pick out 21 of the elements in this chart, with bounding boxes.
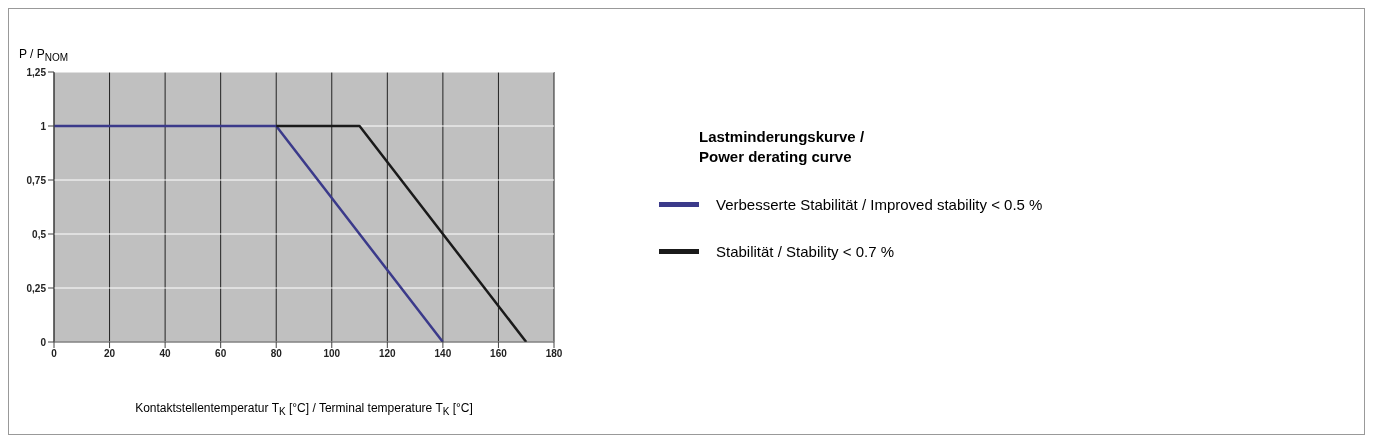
x-tick-label: 60 [215,348,227,360]
x-tick-label: 180 [545,348,563,360]
legend-label: Verbesserte Stabilität / Improved stability < 0.5 % [716,195,1043,213]
y-tick-label: 0,75 [26,174,47,186]
y-tick-label: 0,5 [32,228,47,240]
x-tick-label: 20 [103,348,116,360]
x-tick-label: 120 [378,348,397,360]
y-tick-label: 0 [40,336,47,348]
x-tick-label: 160 [490,348,508,360]
legend-label: Stabilität / Stability < 0.7 % [716,242,895,260]
y-tick-label: 0,25 [26,282,47,294]
y-tick-label: 1,25 [26,66,47,78]
y-tick-label: 1 [40,120,47,132]
x-tick-label: 80 [270,348,283,360]
text: Lastminderungskurve / Power derating curve [699,127,865,167]
x-tick-label: 140 [434,348,452,360]
x-axis-title: Kontaktstellentemperatur T$_{K}$ [°C] / Terminal temperature T$_{K}$ [°C] [134,401,474,418]
x-tick-label: 40 [159,348,172,360]
y-axis-title: P / P$_{NOM}$ [19,47,69,64]
x-tick-label: 0 [51,348,58,360]
x-tick-label: 100 [323,348,341,360]
